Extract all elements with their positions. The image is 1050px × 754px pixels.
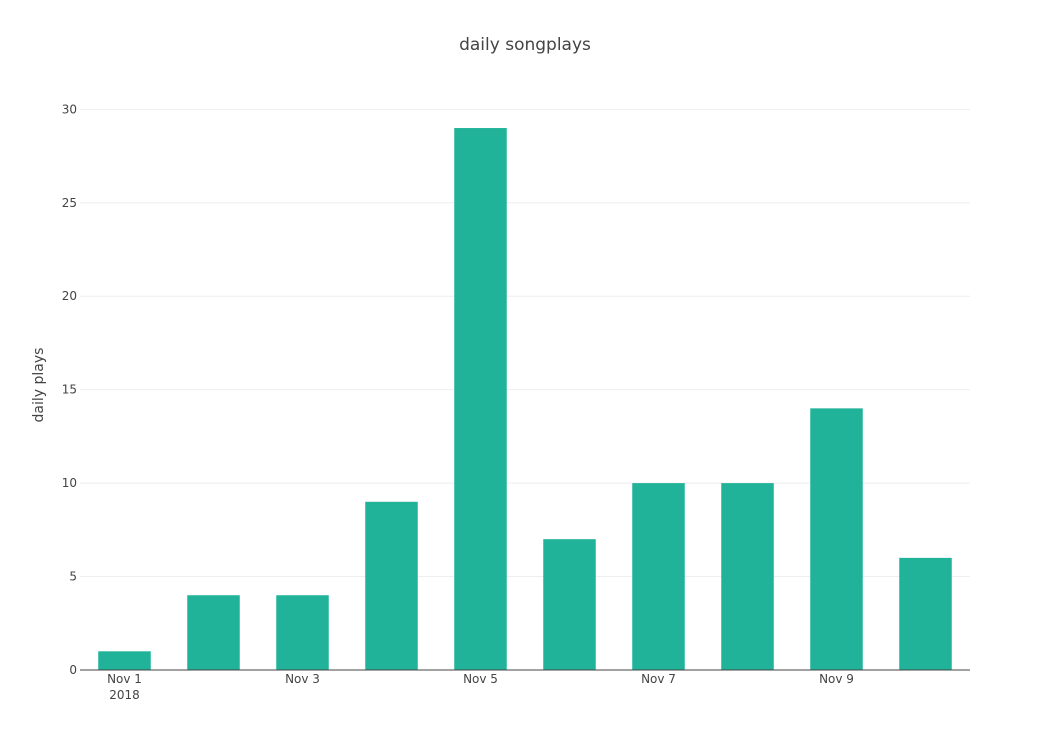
y-tick-label: 25 xyxy=(62,196,77,210)
y-tick-label: 10 xyxy=(62,476,77,490)
bar xyxy=(721,483,774,670)
bar xyxy=(543,539,596,670)
bar xyxy=(632,483,685,670)
y-axis-ticks: 0 5 10 15 20 25 30 xyxy=(62,102,77,677)
bar xyxy=(276,595,329,670)
y-tick-label: 20 xyxy=(62,289,77,303)
bar xyxy=(810,408,863,670)
x-tick-sublabel: 2018 xyxy=(109,688,140,702)
bar xyxy=(98,651,151,670)
x-tick-label: Nov 7 xyxy=(641,672,676,686)
x-tick-label: Nov 5 xyxy=(463,672,498,686)
y-tick-label: 15 xyxy=(62,383,77,397)
chart-title: daily songplays xyxy=(459,35,591,55)
bar xyxy=(365,501,418,670)
bar xyxy=(187,595,240,670)
x-tick-label: Nov 3 xyxy=(285,672,320,686)
bar xyxy=(899,557,952,670)
y-tick-label: 5 xyxy=(69,570,77,584)
y-tick-label: 30 xyxy=(62,102,77,116)
x-tick-label: Nov 1 xyxy=(107,672,142,686)
bars xyxy=(98,128,952,671)
x-axis-ticks: Nov 1 2018 Nov 3 Nov 5 Nov 7 Nov 9 xyxy=(107,672,854,702)
x-tick-label: Nov 9 xyxy=(819,672,854,686)
y-axis-label: daily plays xyxy=(31,348,47,423)
bar xyxy=(454,128,507,671)
y-tick-label: 0 xyxy=(69,663,77,677)
